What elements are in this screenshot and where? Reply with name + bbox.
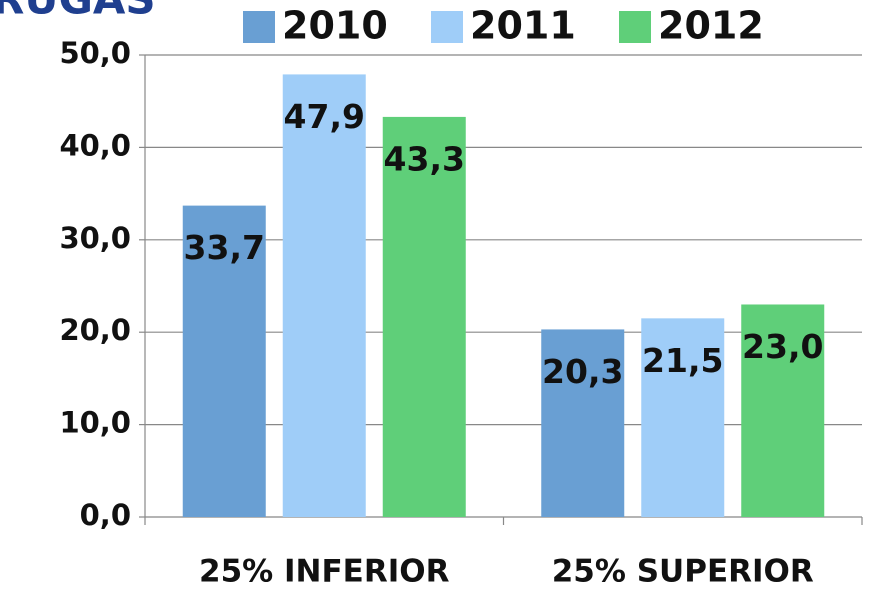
bar <box>282 74 366 518</box>
legend-label: 2010 <box>282 4 388 48</box>
value-label: 47,9 <box>284 97 365 136</box>
x-tick-label: 25% INFERIOR <box>199 554 450 590</box>
legend-label: 2012 <box>658 4 764 48</box>
legend-swatch <box>243 11 275 43</box>
y-tick-label: 40,0 <box>59 128 131 162</box>
y-tick-label: 10,0 <box>59 406 131 440</box>
bar <box>641 318 725 517</box>
value-label: 23,0 <box>742 327 823 366</box>
y-tick-label: 30,0 <box>59 221 131 255</box>
y-tick-label: 20,0 <box>59 313 131 347</box>
chart-title: RUGAS <box>0 0 156 24</box>
bar <box>382 116 466 518</box>
legend-label: 2011 <box>470 4 576 48</box>
value-label: 21,5 <box>642 341 723 380</box>
bar <box>741 304 825 517</box>
bar <box>182 205 266 517</box>
legend-swatch <box>431 11 463 43</box>
value-label: 33,7 <box>184 228 265 267</box>
y-tick-label: 0,0 <box>80 498 131 532</box>
value-label: 43,3 <box>384 139 465 178</box>
y-tick-label: 50,0 <box>59 36 131 70</box>
bar <box>541 329 625 517</box>
x-tick-label: 25% SUPERIOR <box>552 554 814 590</box>
value-label: 20,3 <box>542 352 623 391</box>
legend-swatch <box>619 11 651 43</box>
